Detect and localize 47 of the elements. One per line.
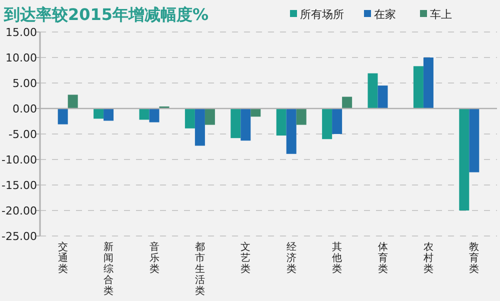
legend-label: 在家: [374, 8, 396, 21]
x-tick-label: 都市生活类: [194, 241, 205, 297]
x-tick-label: 文艺类: [240, 241, 251, 275]
bar: [104, 108, 114, 121]
x-tick-label: 农村类: [422, 242, 434, 275]
x-tick-label: 经济类: [286, 241, 296, 275]
bar: [94, 108, 104, 119]
bar: [139, 108, 150, 120]
y-tick-label: -25.00: [2, 230, 37, 243]
bar: [149, 108, 160, 122]
x-tick-label: 新闻综合类: [104, 241, 114, 297]
legend-label: 车上: [430, 8, 452, 21]
x-tick-label: 音乐类: [149, 241, 160, 275]
y-tick-label: -15.00: [2, 179, 37, 192]
y-tick-label: 0.00: [12, 102, 37, 116]
y-tick-label: -20.00: [2, 204, 37, 218]
bar: [184, 108, 195, 128]
bar: [250, 108, 261, 117]
bar: [322, 108, 332, 140]
x-tick-label: 交通类: [58, 241, 68, 275]
bar: [58, 108, 68, 124]
bar: [276, 108, 286, 136]
bar: [332, 108, 342, 134]
bar: [230, 108, 241, 138]
bar: [240, 108, 251, 141]
y-tick-label: 10.00: [6, 52, 37, 64]
x-tick-label: 教育类: [469, 242, 480, 275]
x-tick-label: 体育类: [378, 241, 388, 275]
y-tick-label: 5.00: [12, 77, 37, 90]
bar: [459, 108, 470, 210]
bar: [204, 108, 215, 125]
y-tick-label: -5.00: [8, 128, 37, 141]
x-tick-label: 其他类: [332, 241, 342, 275]
bar: [368, 73, 378, 108]
bar: [68, 94, 78, 108]
chart-title: 到达率较2015年增减幅度%: [3, 5, 209, 24]
bar: [286, 108, 296, 154]
bar: [296, 108, 306, 125]
y-tick-label: 15.00: [6, 26, 37, 39]
bar: [378, 86, 388, 108]
bar: [194, 108, 205, 146]
bar: [413, 66, 424, 108]
bar: [423, 58, 434, 108]
bar: [469, 108, 480, 172]
y-tick-label: -10.00: [2, 154, 37, 166]
bar: [342, 96, 352, 108]
legend-label: 所有场所: [300, 8, 344, 21]
